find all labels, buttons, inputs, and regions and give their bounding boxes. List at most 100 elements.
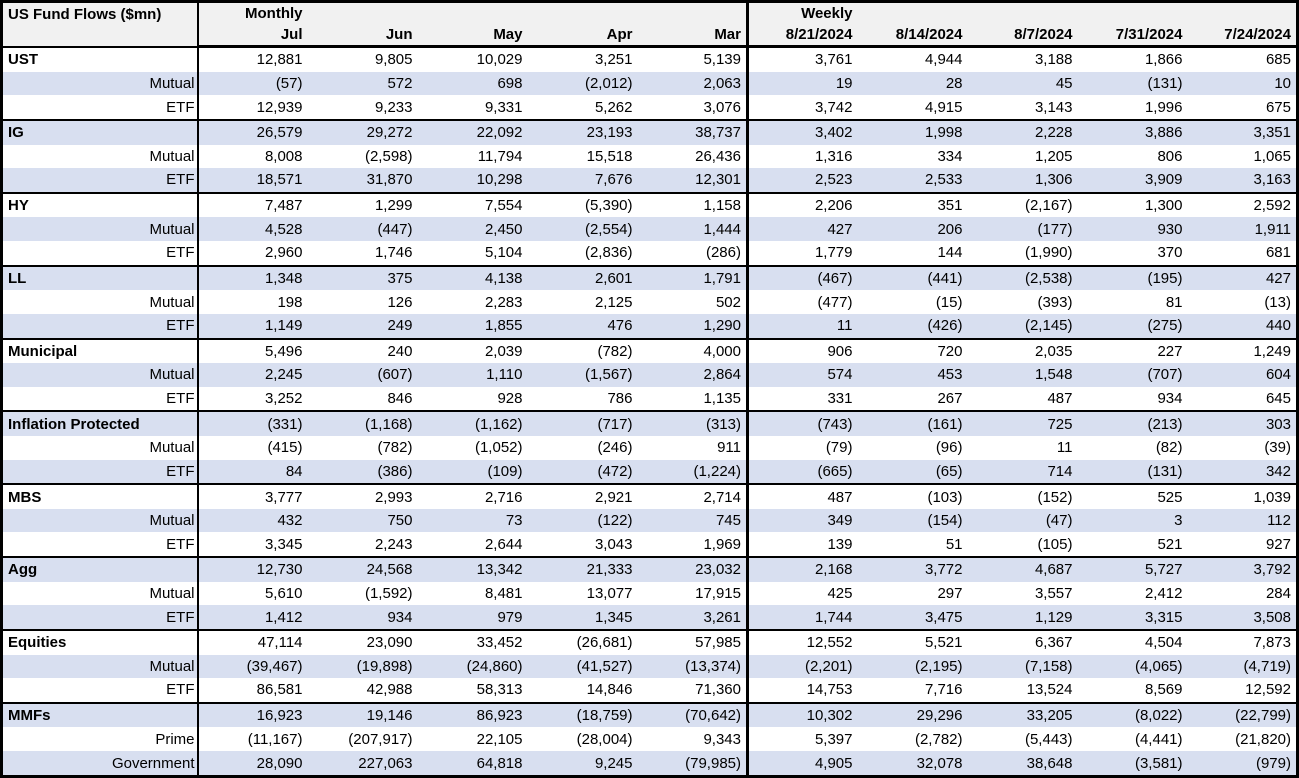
- value-cell: (18,759): [527, 701, 638, 728]
- value-cell: 4,138: [417, 264, 528, 291]
- value-cell: 3,792: [1187, 556, 1298, 582]
- row-sublabel: Government: [1, 751, 199, 777]
- table-row: Mutual 198 126 2,283 2,125 502 (477) (15) (393) 8…: [1, 290, 1298, 314]
- value-cell: 487: [746, 483, 858, 509]
- value-cell: 12,939: [256, 98, 303, 116]
- value-cell: 425: [746, 581, 858, 606]
- value-cell: 71,360: [695, 681, 741, 699]
- value-cell: 26,436: [695, 147, 741, 165]
- table-row: MMFs 16,923 19,146 86,923 (18,759) (70,642) 10…: [1, 701, 1298, 728]
- value-cell: 5,610: [264, 585, 303, 602]
- value-cell: (19,898): [307, 654, 418, 679]
- value-cell: 227,063: [307, 751, 418, 777]
- value-cell: 2,039: [417, 337, 528, 364]
- row-sublabel: Mutual: [1, 290, 199, 314]
- row-sublabel: ETF: [1, 313, 199, 339]
- row-sublabel: ETF: [1, 532, 199, 558]
- value-cell: 1,744: [746, 605, 858, 630]
- section-label: IG: [1, 118, 199, 145]
- value-cell: (286): [705, 244, 741, 262]
- value-cell: 3,508: [1187, 605, 1298, 630]
- value-cell: (8,022): [1077, 701, 1188, 728]
- value-cell: 10,029: [417, 45, 528, 72]
- value-cell: 22,092: [417, 118, 528, 145]
- value-cell: 911: [717, 439, 741, 457]
- section-label: MMFs: [1, 701, 199, 728]
- spacer: [1077, 1, 1188, 24]
- section-label: Municipal: [1, 337, 199, 364]
- value-cell: 11: [1056, 439, 1073, 457]
- value-cell: 3,909: [1077, 168, 1188, 193]
- value-cell: (743): [746, 410, 858, 437]
- row-sublabel: Mutual: [1, 71, 199, 96]
- value-cell: (13): [1264, 293, 1291, 311]
- value-cell: 2,206: [746, 191, 858, 218]
- value-cell: 4,528: [197, 217, 308, 241]
- value-cell: 81: [1165, 293, 1183, 311]
- value-cell: (275): [1077, 313, 1188, 339]
- value-cell: (82): [1155, 439, 1183, 457]
- section-label: Inflation Protected: [1, 410, 199, 437]
- value-cell: 927: [1265, 535, 1291, 553]
- value-cell: 18,571: [197, 168, 308, 193]
- value-cell: 934: [307, 605, 418, 630]
- value-cell: 3,475: [857, 605, 968, 630]
- value-cell: (2,145): [967, 313, 1078, 339]
- value-cell: (41,527): [527, 654, 638, 679]
- value-cell: 1,316: [746, 144, 858, 169]
- value-cell: 8,481: [484, 585, 523, 602]
- value-cell: (386): [307, 459, 418, 485]
- section-label: HY: [1, 191, 199, 218]
- value-cell: 10: [1187, 71, 1298, 96]
- value-cell: 331: [746, 386, 858, 412]
- value-cell: (13,374): [637, 654, 748, 679]
- value-cell: (665): [746, 459, 858, 485]
- table-row: Mutual 432 750 73 (122) 745 349 (154) (47) 3 112: [1, 508, 1298, 533]
- value-cell: 12,881: [197, 45, 308, 72]
- value-cell: (131): [1077, 459, 1188, 485]
- row-sublabel: Mutual: [1, 581, 199, 606]
- value-cell: (195): [1077, 264, 1188, 291]
- value-cell: 12,301: [637, 168, 748, 193]
- value-cell: (717): [527, 410, 638, 437]
- value-cell: 19: [746, 71, 858, 96]
- table-row: ETF 2,960 1,746 5,104 (2,836) (286) 1,779 144 (1…: [1, 240, 1298, 266]
- value-cell: (3,581): [1077, 751, 1188, 777]
- value-cell: (2,201): [746, 654, 858, 679]
- value-cell: 14,753: [746, 678, 858, 703]
- value-cell: (152): [967, 483, 1078, 509]
- value-cell: (1,592): [364, 585, 413, 602]
- value-cell: 3: [1077, 508, 1188, 533]
- value-cell: 227: [1077, 337, 1188, 364]
- value-cell: 12,552: [746, 628, 858, 655]
- value-cell: 1,412: [197, 605, 308, 630]
- value-cell: 126: [387, 293, 413, 311]
- value-cell: 681: [1265, 244, 1291, 262]
- table-row: UST 12,881 9,805 10,029 3,251 5,139 3,761 4,944…: [1, 45, 1298, 72]
- table-row: Mutual 8,008 (2,598) 11,794 15,518 26,436 1,31…: [1, 144, 1298, 169]
- value-cell: 2,993: [307, 483, 418, 509]
- value-cell: (105): [1037, 535, 1073, 553]
- value-cell: 1,855: [417, 313, 528, 339]
- value-cell: (5,390): [527, 191, 638, 218]
- value-cell: (103): [857, 483, 968, 509]
- value-cell: 1,065: [1253, 147, 1291, 165]
- value-cell: (26,681): [527, 628, 638, 655]
- value-cell: 2,864: [637, 363, 748, 387]
- value-cell: 604: [1187, 363, 1298, 387]
- value-cell: (5,443): [1024, 730, 1073, 748]
- value-cell: 240: [307, 337, 418, 364]
- table-row: Inflation Protected (331) (1,168) (1,162) (7…: [1, 410, 1298, 437]
- value-cell: 5,262: [594, 98, 633, 116]
- table-row: MBS 3,777 2,993 2,716 2,921 2,714 487 (103) (152…: [1, 483, 1298, 509]
- column-header-apr: Apr: [527, 24, 638, 48]
- value-cell: 2,035: [967, 337, 1078, 364]
- value-cell: 572: [307, 71, 418, 96]
- value-cell: 11: [746, 313, 858, 339]
- value-cell: 440: [1187, 313, 1298, 339]
- value-cell: 303: [1187, 410, 1298, 437]
- value-cell: (2,167): [967, 191, 1078, 218]
- value-cell: (415): [267, 439, 303, 457]
- value-cell: (65): [857, 459, 968, 485]
